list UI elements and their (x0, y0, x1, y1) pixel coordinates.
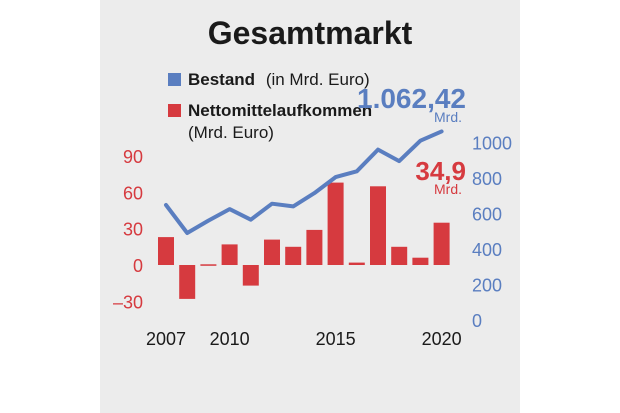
x-tick-label: 2010 (210, 329, 250, 349)
right-tick-label: 1000 (472, 134, 512, 154)
annotation-netto-unit: Mrd. (434, 181, 462, 197)
bar-2017 (370, 186, 386, 265)
bar-2013 (285, 246, 302, 265)
line-bestand (164, 129, 444, 235)
legend-swatch-nettomittelaufkommen (168, 104, 181, 117)
bar-2020 (433, 222, 450, 265)
left-tick-label: 0 (133, 256, 143, 276)
legend-note-nettomittelaufkommen: (Mrd. Euro) (188, 123, 274, 142)
bar-2009 (200, 264, 217, 266)
bar-2010 (221, 244, 238, 265)
bar-2011 (242, 265, 259, 286)
bar-2012 (264, 239, 280, 265)
right-tick-label: 600 (472, 205, 502, 225)
left-tick-label: 30 (123, 220, 143, 240)
right-tick-label: 0 (472, 311, 482, 331)
bar-2015 (327, 182, 344, 265)
chart-title: Gesamtmarkt (208, 15, 413, 51)
bar-2018 (391, 246, 408, 265)
annotation-bestand-unit: Mrd. (434, 109, 462, 125)
bar-series-nettomittelaufkommen (158, 182, 450, 299)
x-axis: 2007 2010 2015 2020 (146, 329, 462, 349)
bar-2007 (158, 237, 174, 265)
bar-2016 (348, 262, 365, 265)
right-tick-label: 200 (472, 276, 502, 296)
x-tick-label: 2020 (422, 329, 462, 349)
legend-label-nettomittelaufkommen: Nettomittelaufkommen (188, 101, 372, 120)
bar-2019 (412, 257, 429, 265)
left-tick-label: 90 (123, 147, 143, 167)
legend-swatch-bestand (168, 73, 181, 86)
left-tick-label: 60 (123, 183, 143, 203)
legend-label-bestand: Bestand (188, 70, 255, 89)
right-tick-label: 400 (472, 240, 502, 260)
right-axis: 0 200 400 600 800 1000 (472, 134, 512, 332)
legend: Bestand (in Mrd. Euro) Nettomittelaufkom… (168, 70, 372, 142)
x-tick-label: 2015 (316, 329, 356, 349)
bar-2014 (306, 229, 323, 265)
x-tick-label: 2007 (146, 329, 186, 349)
annotation-bestand-value: 1.062,42 (357, 83, 466, 114)
line-series-bestand (164, 129, 444, 235)
legend-entry-bestand: Bestand (in Mrd. Euro) (188, 70, 370, 89)
right-tick-label: 800 (472, 169, 502, 189)
left-tick-label: –30 (113, 292, 143, 312)
legend-note-bestand: (in Mrd. Euro) (266, 70, 370, 89)
chart-panel-background (100, 0, 520, 413)
left-axis: –30 0 30 60 90 (113, 147, 143, 312)
annotation-netto-value: 34,9 (415, 156, 466, 186)
bar-2008 (179, 265, 196, 299)
